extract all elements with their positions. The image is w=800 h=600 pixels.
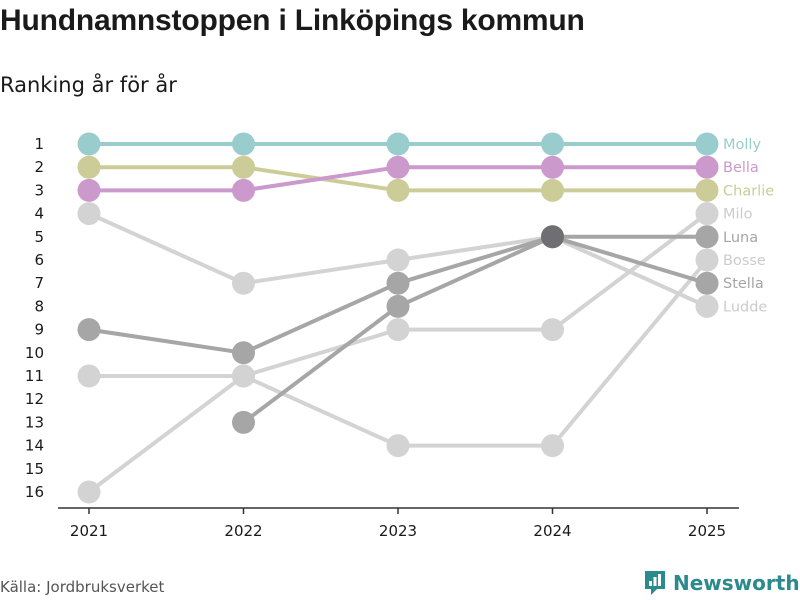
data-point-stella bbox=[695, 271, 719, 295]
chart-subtitle: Ranking år för år bbox=[0, 73, 177, 97]
x-tick-label: 2023 bbox=[379, 522, 417, 540]
data-point-milo bbox=[77, 202, 101, 226]
data-point-charlie bbox=[77, 155, 101, 179]
y-tick-label: 12 bbox=[25, 390, 44, 408]
y-tick-label: 4 bbox=[34, 205, 44, 223]
data-point-stella bbox=[386, 271, 410, 295]
data-point-bella bbox=[695, 155, 719, 179]
data-point-bella bbox=[386, 155, 410, 179]
series-layer bbox=[77, 132, 719, 504]
data-point-luna bbox=[386, 294, 410, 318]
series-ludde bbox=[77, 248, 719, 458]
series-bosse bbox=[77, 202, 719, 504]
end-label-stella: Stella bbox=[723, 276, 764, 292]
end-label-bosse: Bosse bbox=[723, 253, 766, 269]
data-point-luna bbox=[232, 410, 255, 434]
x-tick-label: 2022 bbox=[224, 522, 262, 540]
data-point-milo bbox=[695, 294, 719, 318]
data-point-bosse bbox=[541, 318, 564, 342]
y-tick-label: 7 bbox=[34, 274, 44, 292]
x-tick-label: 2021 bbox=[70, 522, 108, 540]
y-tick-label: 8 bbox=[34, 297, 44, 315]
y-tick-label: 9 bbox=[34, 321, 44, 339]
data-point-stella bbox=[232, 341, 255, 365]
x-tick-label: 2024 bbox=[533, 522, 571, 540]
y-tick-label: 5 bbox=[34, 228, 44, 246]
data-point-charlie bbox=[386, 178, 410, 202]
data-point-ludde bbox=[541, 434, 564, 458]
newsworthy-logo-text: Newsworthy bbox=[673, 571, 800, 595]
data-point-milo bbox=[232, 271, 255, 295]
x-axis: 2021 2022 2023 2024 2025 bbox=[58, 507, 739, 540]
y-tick-label: 14 bbox=[25, 437, 44, 455]
data-point-molly bbox=[232, 132, 255, 156]
y-tick-label: 10 bbox=[25, 344, 44, 362]
data-point-molly bbox=[695, 132, 719, 156]
series-charlie bbox=[77, 155, 719, 202]
source-note: Källa: Jordbruksverket bbox=[0, 578, 165, 596]
series-molly bbox=[77, 132, 719, 156]
data-point-bosse bbox=[386, 318, 410, 342]
series-luna bbox=[232, 225, 719, 434]
data-point-molly bbox=[386, 132, 410, 156]
end-labels: Molly Bella Charlie Milo Luna Bosse Stella Ludd… bbox=[723, 137, 774, 315]
data-point-bella bbox=[77, 178, 101, 202]
data-point-stella bbox=[77, 318, 101, 342]
x-tick-label: 2025 bbox=[688, 522, 726, 540]
data-point-bosse bbox=[695, 202, 719, 226]
end-label-charlie: Charlie bbox=[723, 183, 774, 199]
data-point-molly bbox=[77, 132, 101, 156]
y-tick-label: 16 bbox=[25, 483, 44, 501]
data-point-ludde bbox=[695, 248, 719, 272]
newsworthy-logo: Newsworthy bbox=[643, 569, 800, 597]
y-tick-label: 6 bbox=[34, 251, 44, 269]
newsworthy-logo-icon bbox=[645, 571, 665, 595]
end-label-ludde: Ludde bbox=[723, 299, 767, 315]
chart-title: Hundnamnstoppen i Linköpings kommun bbox=[0, 4, 585, 37]
y-tick-label: 3 bbox=[34, 181, 44, 199]
series-line-luna bbox=[242, 234, 707, 424]
data-point-ludde bbox=[386, 434, 410, 458]
data-point-bosse bbox=[232, 364, 255, 388]
y-tick-label: 1 bbox=[34, 135, 44, 153]
end-label-luna: Luna bbox=[723, 230, 758, 246]
data-point-bella bbox=[232, 178, 255, 202]
data-point-luna bbox=[695, 225, 719, 249]
y-tick-label: 13 bbox=[25, 413, 44, 431]
y-tick-label: 11 bbox=[25, 367, 44, 385]
data-point-milo bbox=[386, 248, 410, 272]
data-point-bella bbox=[541, 155, 564, 179]
data-point-charlie bbox=[541, 178, 564, 202]
y-tick-label: 2 bbox=[34, 158, 44, 176]
series-bella bbox=[77, 155, 719, 202]
series-stella bbox=[77, 225, 719, 365]
end-label-molly: Molly bbox=[723, 137, 761, 153]
data-point-bosse bbox=[77, 480, 101, 504]
y-tick-label: 15 bbox=[25, 460, 44, 478]
data-point-ludde bbox=[77, 364, 101, 388]
data-point-charlie bbox=[232, 155, 255, 179]
data-point-molly bbox=[541, 132, 564, 156]
data-point-luna bbox=[541, 225, 564, 249]
end-label-bella: Bella bbox=[723, 160, 759, 176]
end-label-milo: Milo bbox=[723, 207, 753, 223]
data-point-charlie bbox=[695, 178, 719, 202]
